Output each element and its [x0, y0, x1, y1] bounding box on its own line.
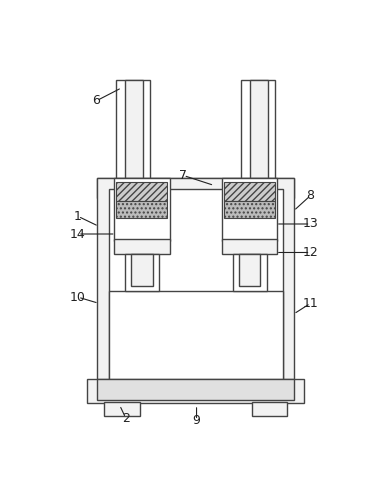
- Bar: [239, 254, 261, 286]
- Bar: [107, 180, 285, 195]
- Bar: [97, 379, 295, 400]
- Bar: [117, 80, 151, 180]
- Bar: [224, 182, 275, 201]
- Text: 12: 12: [303, 246, 318, 259]
- Text: 13: 13: [303, 218, 318, 230]
- Bar: [114, 178, 170, 241]
- Text: 2: 2: [122, 412, 129, 425]
- Bar: [97, 178, 295, 382]
- Bar: [131, 254, 153, 286]
- Bar: [117, 201, 167, 218]
- Text: 1: 1: [74, 210, 82, 223]
- Bar: [222, 239, 277, 254]
- Text: 9: 9: [193, 414, 201, 427]
- Bar: [224, 201, 275, 218]
- Bar: [241, 80, 275, 180]
- Text: 11: 11: [303, 297, 318, 310]
- Bar: [109, 291, 283, 380]
- Text: 14: 14: [70, 227, 86, 241]
- Bar: [117, 182, 167, 201]
- Bar: [97, 178, 295, 198]
- Text: 8: 8: [306, 189, 314, 202]
- Bar: [233, 254, 267, 291]
- Bar: [104, 402, 139, 416]
- Bar: [250, 80, 268, 180]
- Text: 10: 10: [70, 291, 86, 303]
- Text: 7: 7: [180, 169, 188, 182]
- Text: 6: 6: [92, 94, 100, 107]
- Bar: [125, 254, 159, 291]
- Bar: [125, 80, 143, 180]
- Bar: [222, 178, 277, 241]
- Bar: [109, 189, 283, 380]
- Bar: [252, 402, 287, 416]
- Bar: [114, 239, 170, 254]
- Bar: [87, 379, 304, 403]
